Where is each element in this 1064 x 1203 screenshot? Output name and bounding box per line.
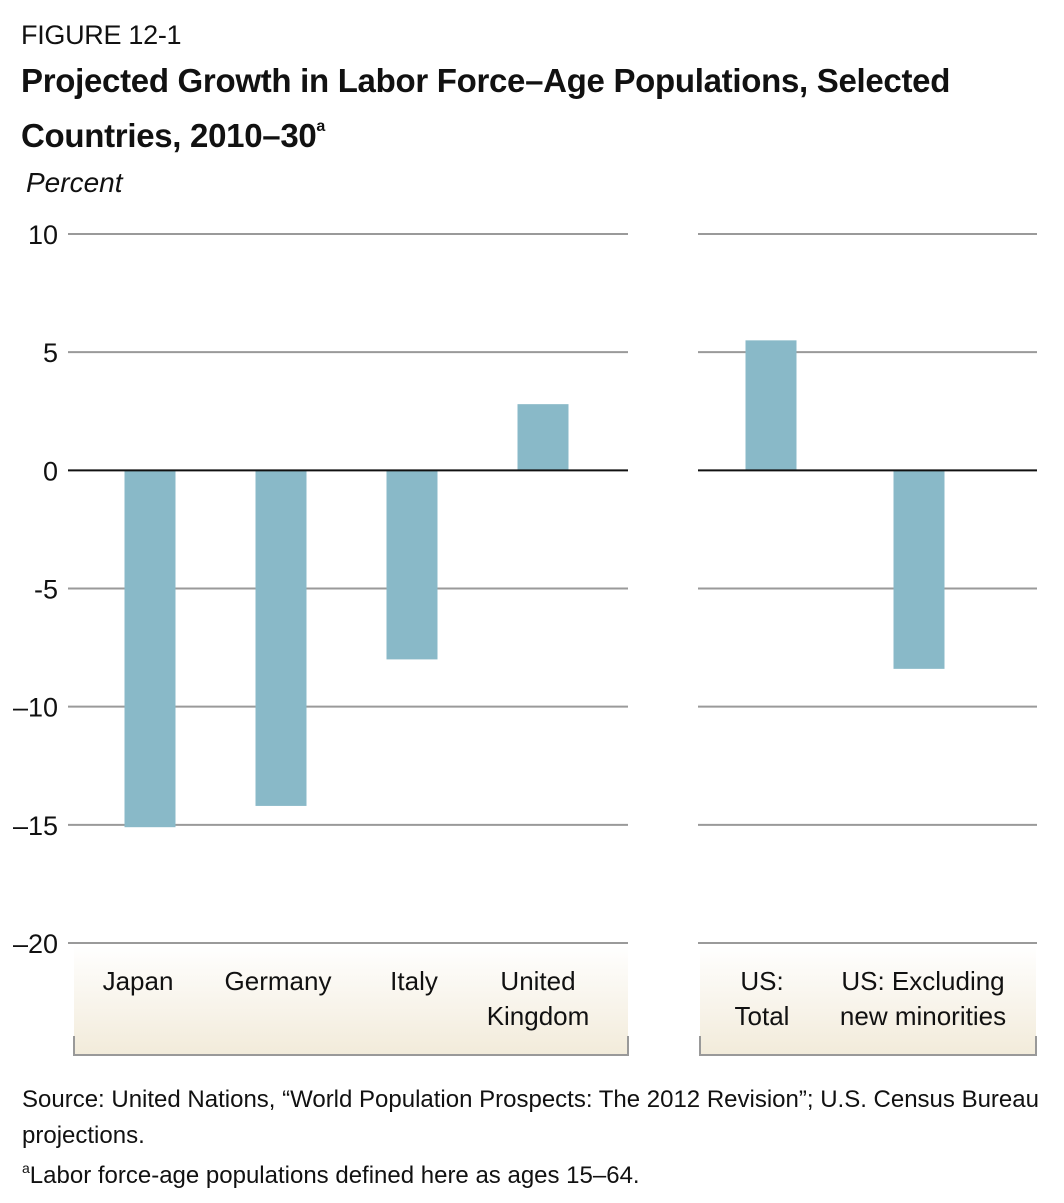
category-label: US: Total: [735, 966, 790, 1031]
y-tick-label: –15: [13, 811, 58, 841]
gridlines: [68, 233, 1037, 944]
category-bands: [73, 945, 1037, 1056]
bar-us-total: [745, 340, 797, 471]
bars: [124, 340, 945, 828]
y-tick-label: -5: [34, 575, 58, 605]
y-tick-label: 0: [43, 456, 58, 486]
category-label: Japan: [103, 966, 174, 996]
category-label-line: United: [500, 966, 575, 996]
title-footnote-marker: a: [316, 118, 326, 135]
category-label-line: new minorities: [840, 1001, 1006, 1031]
figure-label: FIGURE 12-1: [21, 20, 182, 50]
category-label-line: US:: [740, 966, 783, 996]
y-axis-label: Percent: [26, 167, 123, 198]
bar-japan: [124, 470, 176, 828]
category-label-line: Italy: [390, 966, 438, 996]
y-tick-label: –10: [13, 693, 58, 723]
category-label-line: Total: [735, 1001, 790, 1031]
category-label: United Kingdom: [487, 966, 590, 1031]
category-label-line: Japan: [103, 966, 174, 996]
category-label: Italy: [390, 966, 438, 996]
footnote: aLabor force-age populations defined her…: [22, 1160, 640, 1190]
bar-italy: [386, 470, 438, 660]
category-bracket: [73, 1036, 629, 1056]
chart-title-text: Projected Growth in Labor Force–Age Popu…: [21, 62, 951, 154]
category-label-line: Germany: [225, 966, 332, 996]
category-label-line: US: Excluding: [841, 966, 1004, 996]
category-bracket: [699, 1036, 1037, 1056]
chart-title: Projected Growth in Labor Force–Age Popu…: [21, 58, 1021, 159]
category-band: [700, 945, 1036, 1055]
bar-united-kingdom: [517, 404, 569, 471]
bar-us-excluding-new-minorities: [893, 470, 945, 669]
y-axis-ticks: 10 5 0 -5 –10 –15 –20: [13, 220, 58, 959]
footnote-text: Labor force-age populations defined here…: [29, 1162, 640, 1189]
footnote-marker: a: [22, 1160, 30, 1176]
chart-area: 10 5 0 -5 –10 –15 –20 Japan Germany Italy United K…: [13, 220, 1037, 1056]
y-tick-label: –20: [13, 929, 58, 959]
y-tick-label: 10: [28, 220, 58, 250]
category-band: [74, 945, 628, 1055]
category-label-line: Kingdom: [487, 1001, 590, 1031]
category-label: Germany: [225, 966, 332, 996]
category-label: US: Excluding new minorities: [840, 966, 1006, 1031]
source-note: Source: United Nations, “World Populatio…: [22, 1086, 1039, 1149]
y-tick-label: 5: [43, 338, 58, 368]
bar-germany: [255, 470, 307, 806]
